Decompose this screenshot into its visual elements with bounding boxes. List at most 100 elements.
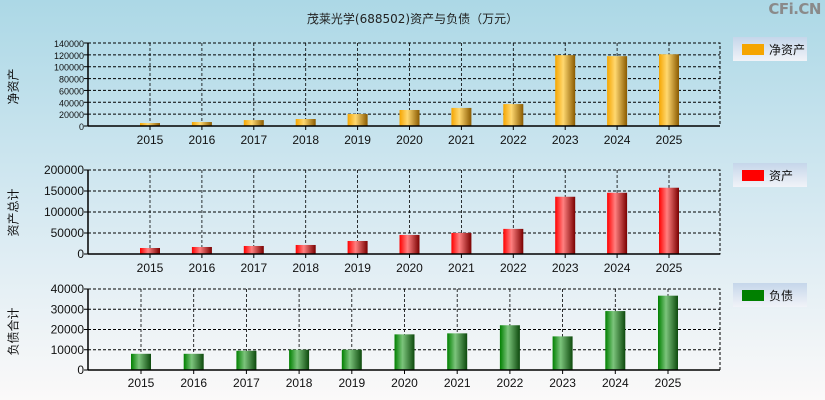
bar-2019 bbox=[347, 114, 368, 126]
x-tick-label: 2017 bbox=[240, 133, 267, 147]
legend-label: 负债 bbox=[769, 288, 794, 303]
bar-2017 bbox=[243, 120, 264, 126]
x-tick-label: 2025 bbox=[655, 376, 682, 390]
y-tick-label: 20000 bbox=[59, 110, 84, 120]
y-tick-label: 20000 bbox=[51, 323, 85, 337]
bar-2025 bbox=[659, 54, 679, 127]
bar-2022 bbox=[503, 104, 524, 126]
y-tick-label: 50000 bbox=[51, 226, 85, 240]
x-tick-label: 2015 bbox=[137, 261, 164, 275]
bar-2023 bbox=[555, 55, 576, 126]
x-tick-label: 2021 bbox=[448, 261, 475, 275]
chart-2: 0 10000 20000 30000 40000 2015 2016 2017 2018 201… bbox=[51, 282, 721, 390]
x-tick-label: 2023 bbox=[552, 261, 579, 275]
bar-2023 bbox=[552, 336, 573, 370]
bar-2015 bbox=[140, 123, 160, 126]
y-tick-label: 0 bbox=[77, 363, 84, 377]
bar-2025 bbox=[658, 295, 678, 370]
y-tick-label: 120000 bbox=[54, 51, 84, 61]
x-tick-label: 2018 bbox=[292, 261, 319, 275]
y-tick-label: 140000 bbox=[54, 39, 84, 49]
legend-net-assets: 净资产 bbox=[733, 37, 807, 61]
x-tick-label: 2019 bbox=[344, 133, 371, 147]
x-tick-label: 2025 bbox=[656, 261, 683, 275]
bar-2022 bbox=[503, 228, 524, 254]
x-tick-label: 2025 bbox=[656, 133, 683, 147]
legend-label: 净资产 bbox=[769, 42, 806, 57]
y-tick-label: 10000 bbox=[51, 343, 85, 357]
chart-title: 茂莱光学(688502)资产与负债（万元） bbox=[306, 12, 519, 26]
bar-2016 bbox=[183, 353, 204, 370]
y-tick-label: 100000 bbox=[54, 63, 84, 73]
x-tick-label: 2022 bbox=[500, 261, 527, 275]
legend-swatch bbox=[742, 169, 764, 181]
y-tick-label: 0 bbox=[79, 122, 84, 132]
bar-2016 bbox=[191, 246, 212, 254]
y-tick-label: 150000 bbox=[44, 184, 84, 198]
x-tick-label: 2017 bbox=[233, 376, 260, 390]
legend-swatch bbox=[742, 289, 764, 301]
bar-2017 bbox=[236, 350, 257, 370]
bar-2018 bbox=[289, 349, 310, 370]
x-tick-label: 2024 bbox=[602, 376, 629, 390]
x-tick-label: 2021 bbox=[448, 133, 475, 147]
y-tick-label: 100000 bbox=[44, 205, 84, 219]
x-tick-label: 2018 bbox=[286, 376, 313, 390]
bar-2020 bbox=[399, 234, 420, 254]
bar-2016 bbox=[191, 122, 212, 126]
x-tick-label: 2023 bbox=[552, 133, 579, 147]
x-tick-label: 2024 bbox=[604, 133, 631, 147]
x-tick-label: 2018 bbox=[292, 133, 319, 147]
y-tick-label: 60000 bbox=[59, 86, 84, 96]
x-tick-label: 2020 bbox=[396, 133, 423, 147]
x-tick-label: 2016 bbox=[180, 376, 207, 390]
y-tick-label: 40000 bbox=[59, 98, 84, 108]
x-tick-label: 2015 bbox=[128, 376, 155, 390]
y-tick-label: 0 bbox=[77, 247, 84, 261]
x-tick-label: 2020 bbox=[396, 261, 423, 275]
y-tick-label: 200000 bbox=[44, 163, 84, 177]
bar-2021 bbox=[451, 232, 472, 254]
x-tick-label: 2017 bbox=[240, 261, 267, 275]
legend-swatch bbox=[742, 43, 764, 55]
bar-2017 bbox=[243, 245, 264, 254]
bar-2019 bbox=[341, 349, 362, 370]
x-tick-label: 2021 bbox=[444, 376, 471, 390]
legend-assets: 资产 bbox=[733, 163, 807, 187]
bar-2015 bbox=[131, 353, 151, 370]
bar-2023 bbox=[555, 196, 576, 254]
bar-2025 bbox=[659, 187, 679, 254]
x-tick-label: 2019 bbox=[344, 261, 371, 275]
bar-2021 bbox=[451, 107, 472, 126]
bar-2018 bbox=[295, 244, 316, 254]
y-tick-label: 30000 bbox=[51, 302, 85, 316]
chart-1: 0 50000 100000 150000 200000 2015 2016 2017 2018… bbox=[44, 163, 721, 275]
x-tick-label: 2022 bbox=[500, 133, 527, 147]
x-tick-label: 2023 bbox=[549, 376, 576, 390]
x-tick-label: 2024 bbox=[604, 261, 631, 275]
x-tick-label: 2022 bbox=[497, 376, 524, 390]
x-tick-label: 2015 bbox=[137, 133, 164, 147]
bar-2021 bbox=[447, 333, 468, 370]
y-axis-label-liabilities: 负债合计 bbox=[6, 307, 21, 356]
x-tick-label: 2016 bbox=[189, 133, 216, 147]
bar-2018 bbox=[295, 119, 316, 126]
bar-2024 bbox=[605, 311, 626, 370]
bar-2015 bbox=[140, 247, 160, 254]
bar-2020 bbox=[399, 109, 420, 126]
bar-2024 bbox=[607, 56, 628, 126]
x-tick-label: 2020 bbox=[391, 376, 418, 390]
bar-2024 bbox=[607, 192, 628, 254]
bar-2020 bbox=[394, 334, 415, 370]
legend-liabilities: 负债 bbox=[733, 283, 807, 307]
y-tick-label: 80000 bbox=[59, 75, 84, 85]
x-tick-label: 2019 bbox=[338, 376, 365, 390]
bar-2022 bbox=[499, 325, 520, 370]
legend-label: 资产 bbox=[769, 168, 794, 183]
y-tick-label: 40000 bbox=[51, 282, 85, 296]
brand-logo: CFi.CN bbox=[768, 0, 821, 18]
x-tick-label: 2016 bbox=[189, 261, 216, 275]
y-axis-label-assets: 资产总计 bbox=[6, 188, 21, 237]
